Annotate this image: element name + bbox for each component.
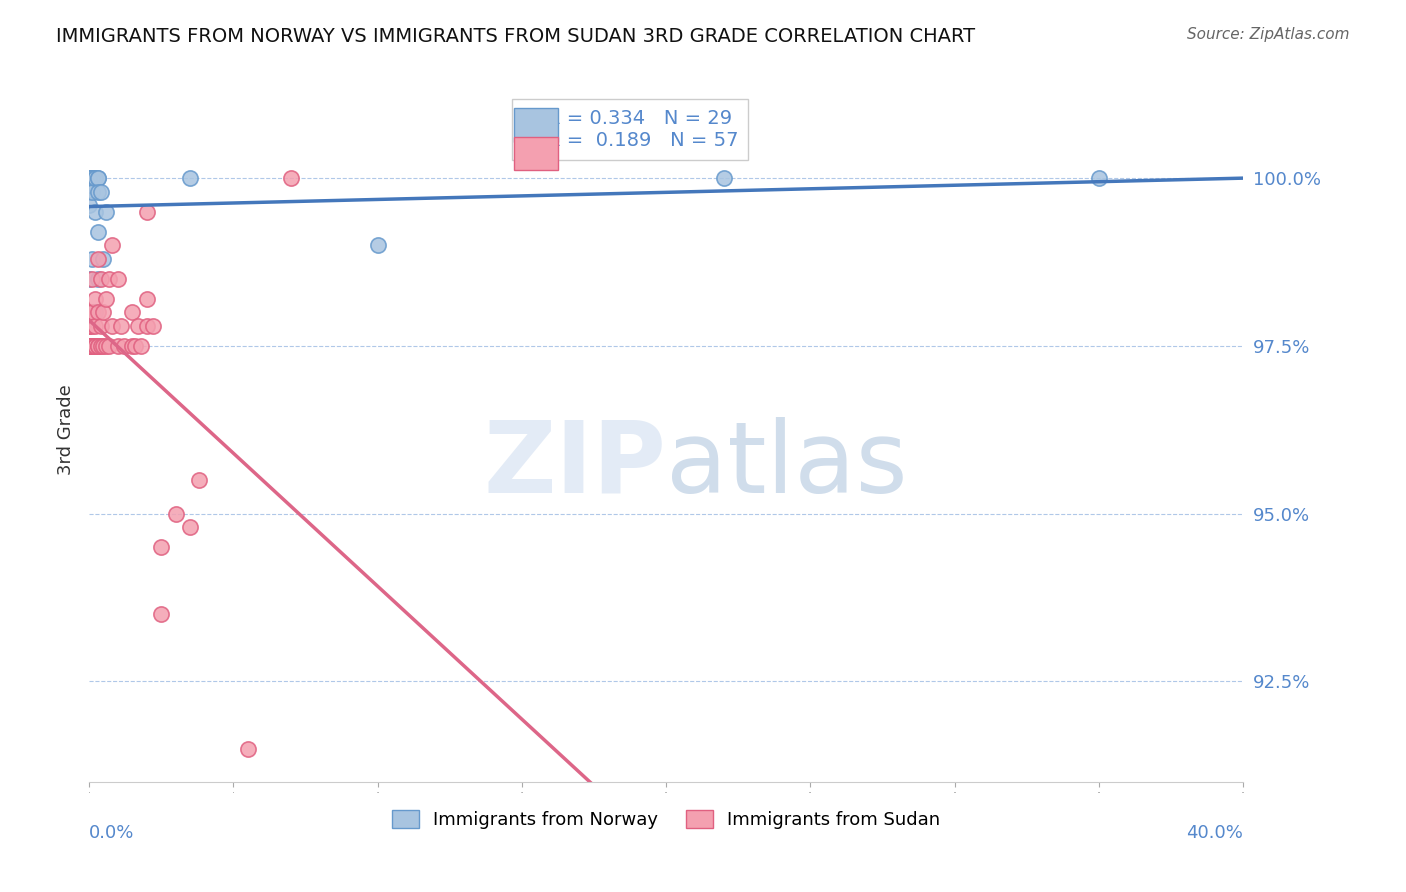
Point [80, 171, 103, 186]
Point [77, 312, 100, 326]
Y-axis label: 3rd Grade: 3rd Grade [58, 384, 75, 475]
Point [80, 171, 103, 186]
FancyBboxPatch shape [513, 109, 558, 142]
Text: 40.0%: 40.0% [1187, 824, 1243, 842]
Point [90, 318, 112, 333]
Point [127, 318, 149, 333]
Point [77, 198, 100, 212]
Point [1087, 171, 1109, 186]
Point [713, 171, 735, 186]
Point [150, 540, 173, 554]
Point [77, 339, 100, 353]
Point [77, 339, 100, 353]
Point [77, 339, 100, 353]
Point [87, 185, 110, 199]
Point [77, 305, 100, 319]
Point [77, 178, 100, 192]
Point [80, 318, 103, 333]
Point [87, 225, 110, 239]
Point [96, 339, 118, 353]
Point [90, 185, 112, 199]
Point [187, 473, 209, 487]
Point [83, 305, 105, 319]
Point [150, 607, 173, 622]
Point [77, 339, 100, 353]
Point [141, 318, 163, 333]
Point [129, 339, 152, 353]
Point [77, 171, 100, 186]
Point [236, 741, 259, 756]
Point [80, 339, 103, 353]
Point [98, 272, 121, 286]
Point [135, 292, 157, 306]
Legend: Immigrants from Norway, Immigrants from Sudan: Immigrants from Norway, Immigrants from … [385, 803, 948, 837]
Point [87, 339, 110, 353]
Text: Source: ZipAtlas.com: Source: ZipAtlas.com [1187, 27, 1350, 42]
Point [179, 171, 201, 186]
Point [280, 171, 302, 186]
Point [87, 252, 110, 266]
Point [77, 318, 100, 333]
Point [165, 507, 187, 521]
Point [80, 185, 103, 199]
Point [80, 305, 103, 319]
Point [83, 292, 105, 306]
Point [135, 204, 157, 219]
Point [77, 272, 100, 286]
Point [77, 339, 100, 353]
Point [87, 305, 110, 319]
Point [87, 171, 110, 186]
Point [121, 339, 143, 353]
Point [83, 171, 105, 186]
Point [87, 171, 110, 186]
Point [98, 339, 121, 353]
Point [112, 339, 135, 353]
Point [96, 292, 118, 306]
Point [77, 339, 100, 353]
Point [77, 171, 100, 186]
Point [77, 185, 100, 199]
Point [90, 272, 112, 286]
Text: R = 0.334   N = 29
    R =  0.189   N = 57: R = 0.334 N = 29 R = 0.189 N = 57 [522, 109, 738, 150]
FancyBboxPatch shape [513, 136, 558, 170]
Point [101, 318, 124, 333]
Point [96, 204, 118, 219]
Point [110, 318, 132, 333]
Point [80, 272, 103, 286]
Point [107, 339, 129, 353]
Point [83, 171, 105, 186]
Point [90, 339, 112, 353]
Point [80, 339, 103, 353]
Point [77, 171, 100, 186]
Point [77, 339, 100, 353]
Point [77, 171, 100, 186]
Text: IMMIGRANTS FROM NORWAY VS IMMIGRANTS FROM SUDAN 3RD GRADE CORRELATION CHART: IMMIGRANTS FROM NORWAY VS IMMIGRANTS FRO… [56, 27, 976, 45]
Point [77, 339, 100, 353]
Point [107, 272, 129, 286]
Point [135, 318, 157, 333]
Point [83, 339, 105, 353]
Point [87, 339, 110, 353]
Text: atlas: atlas [666, 417, 908, 514]
Point [87, 272, 110, 286]
Point [77, 171, 100, 186]
Text: 0.0%: 0.0% [89, 824, 135, 842]
Point [179, 520, 201, 534]
Point [83, 339, 105, 353]
Point [83, 318, 105, 333]
Point [93, 305, 115, 319]
Text: ZIP: ZIP [484, 417, 666, 514]
Point [101, 238, 124, 252]
Point [121, 305, 143, 319]
Point [93, 252, 115, 266]
Point [83, 204, 105, 219]
Point [80, 252, 103, 266]
Point [77, 318, 100, 333]
Point [124, 339, 146, 353]
Point [80, 339, 103, 353]
Point [367, 238, 389, 252]
Point [93, 339, 115, 353]
